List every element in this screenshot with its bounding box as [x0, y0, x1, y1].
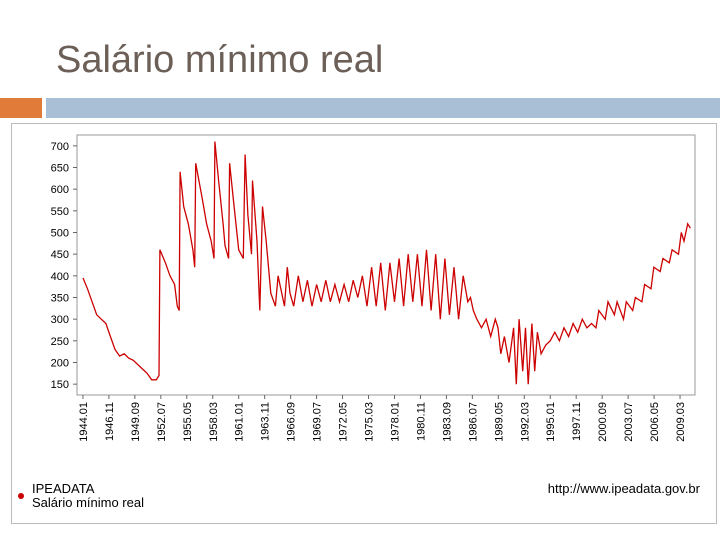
- x-tick-label: 2006.05: [649, 402, 661, 442]
- x-tick-label: 1963.11: [260, 402, 272, 441]
- x-tick-label: 1989.05: [493, 402, 505, 442]
- y-tick-label: 150: [51, 379, 69, 391]
- y-tick-label: 550: [51, 206, 69, 218]
- line-series: [82, 141, 691, 385]
- accent-orange: [0, 98, 42, 118]
- x-tick-label: 1946.11: [104, 402, 116, 441]
- y-tick-label: 300: [51, 314, 69, 326]
- y-tick-label: 250: [51, 336, 69, 348]
- slide-title: Salário mínimo real: [56, 39, 383, 81]
- x-tick-label: 1980.11: [415, 402, 427, 441]
- x-tick-label: 1955.05: [182, 402, 194, 442]
- x-tick-label: 1969.07: [312, 402, 324, 442]
- x-tick-label: 1983.09: [441, 402, 453, 442]
- legend-marker: [18, 493, 24, 499]
- x-tick-label: 1944.01: [78, 402, 90, 442]
- x-tick-label: 1986.07: [467, 402, 479, 442]
- x-tick-label: 1966.09: [286, 402, 298, 442]
- accent-blue: [46, 98, 720, 118]
- y-tick-label: 700: [51, 141, 69, 153]
- x-tick-label: 1949.09: [130, 402, 142, 442]
- x-tick-label: 1958.03: [208, 402, 220, 442]
- legend-label: Salário mínimo real: [32, 495, 144, 510]
- y-tick-label: 200: [51, 358, 69, 370]
- x-tick-label: 1975.03: [364, 402, 376, 442]
- y-tick-label: 450: [51, 249, 69, 261]
- x-tick-label: 2000.09: [597, 402, 609, 442]
- y-tick-label: 600: [51, 184, 69, 196]
- y-tick-label: 500: [51, 228, 69, 240]
- x-tick-label: 1997.11: [571, 402, 583, 441]
- x-tick-label: 1978.01: [389, 402, 401, 442]
- y-tick-label: 650: [51, 163, 69, 175]
- source-url: http://www.ipeadata.gov.br: [548, 481, 701, 496]
- x-tick-label: 1972.05: [338, 402, 350, 442]
- x-tick-label: 1995.01: [545, 402, 557, 442]
- x-tick-label: 2003.07: [623, 402, 635, 442]
- x-tick-label: 1961.01: [234, 402, 246, 442]
- x-tick-label: 2009.03: [675, 402, 687, 442]
- plot-area: [76, 134, 696, 396]
- chart-frame: [11, 123, 717, 524]
- source-label: IPEADATA: [32, 481, 95, 496]
- y-tick-label: 350: [51, 293, 69, 305]
- y-tick-label: 400: [51, 271, 69, 283]
- x-tick-label: 1992.03: [519, 402, 531, 442]
- x-tick-label: 1952.07: [156, 402, 168, 442]
